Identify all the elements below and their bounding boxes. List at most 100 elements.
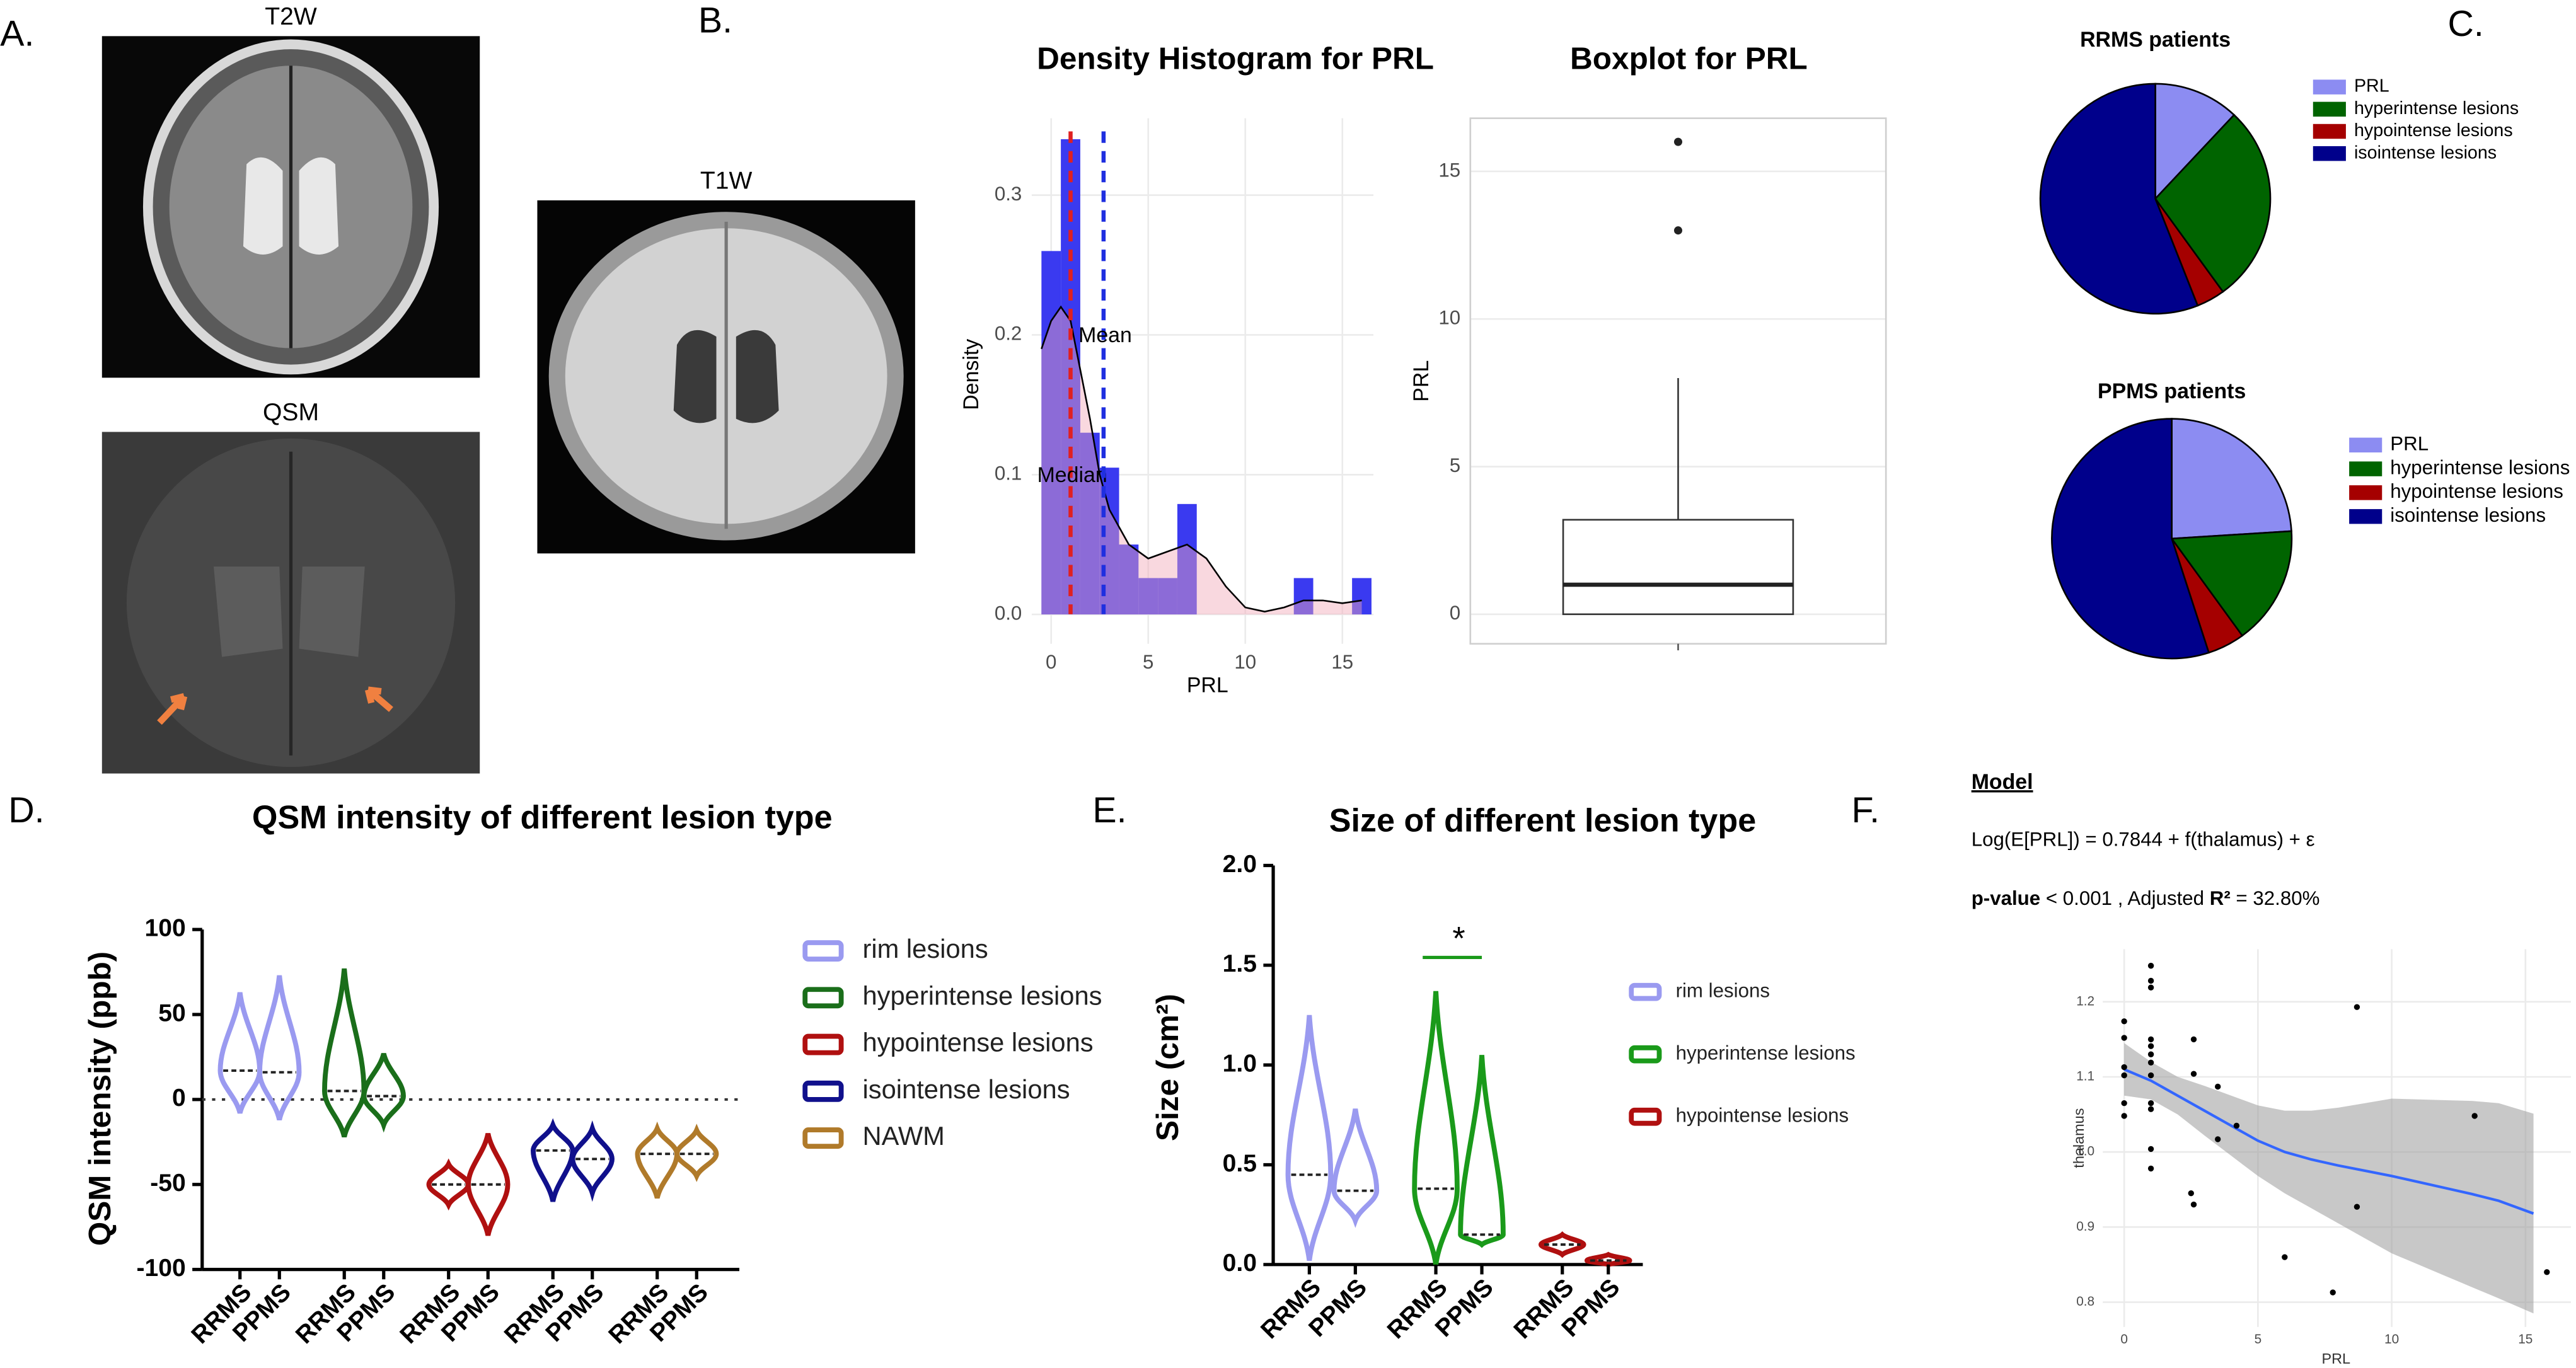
legend-label: isointense lesions <box>2354 142 2497 163</box>
legend-label: hypointense lesions <box>2354 120 2513 141</box>
y-tick-label: -50 <box>150 1170 185 1197</box>
y-tick-label: 0 <box>172 1084 186 1112</box>
point <box>2121 1113 2127 1119</box>
y-tick-label: 0.2 <box>995 323 1022 345</box>
y-tick-label: 1.0 <box>1223 1050 1257 1077</box>
y-axis-label: thalamus <box>2071 1108 2087 1168</box>
density-line <box>1041 305 1362 612</box>
bar <box>1119 544 1139 615</box>
point <box>2330 1289 2336 1296</box>
point <box>2121 1100 2127 1106</box>
legend-swatch <box>2313 124 2346 139</box>
legend-swatch <box>802 1080 844 1102</box>
point <box>2147 984 2154 991</box>
violin <box>361 1052 406 1133</box>
point <box>2147 1146 2154 1152</box>
x-tick-label: 0 <box>2120 1332 2128 1347</box>
legend-swatch <box>2349 461 2383 476</box>
pie-slice <box>2154 113 2272 293</box>
panel-label: A. <box>0 13 34 54</box>
image-label: T2W <box>265 3 317 30</box>
legend-label: hyperintense lesions <box>1676 1042 1856 1064</box>
annotation: * <box>1452 921 1465 957</box>
x-tick-label: 5 <box>1143 651 1153 673</box>
y-axis-label: Size (cm²) <box>1150 994 1185 1141</box>
point <box>2121 1035 2127 1041</box>
panel-label: B. <box>698 1 732 41</box>
point <box>2147 1051 2154 1057</box>
bar <box>1158 578 1177 615</box>
legend-swatch <box>1629 1107 1662 1126</box>
legend-swatch <box>2313 101 2346 117</box>
point <box>2188 1190 2194 1197</box>
chart-title: PPMS patients <box>2098 379 2246 403</box>
violin <box>217 992 262 1114</box>
bar <box>1352 578 1372 615</box>
pie-slice <box>2051 418 2210 660</box>
y-tick-label: 0.5 <box>1223 1150 1257 1177</box>
y-tick-label: -100 <box>136 1255 185 1282</box>
legend-label: PRL <box>2354 76 2389 96</box>
bar <box>1138 578 1158 615</box>
chart-title: QSM intensity of different lesion type <box>252 799 833 836</box>
pie-slice <box>2171 418 2292 540</box>
x-tick-label: 15 <box>1331 651 1353 673</box>
legend-label: hyperintense lesions <box>2354 98 2519 118</box>
point <box>2147 1072 2154 1079</box>
legend-label: hypointense lesions <box>1676 1105 1849 1127</box>
panel-label: C. <box>2448 4 2484 44</box>
point <box>2121 1064 2127 1071</box>
pie-slice <box>2170 530 2293 637</box>
violin <box>257 975 302 1121</box>
legend-swatch <box>2349 509 2383 524</box>
legend-label: NAWM <box>862 1121 944 1151</box>
y-tick-label: 0.0 <box>995 602 1022 624</box>
legend-label: rim lesions <box>1676 979 1770 1001</box>
legend-label: rim lesions <box>862 934 988 963</box>
violin <box>1285 1015 1334 1261</box>
y-axis-label: PRL <box>1409 360 1433 402</box>
legend-swatch <box>2313 79 2346 95</box>
violin <box>1458 1055 1506 1248</box>
violin <box>674 1124 719 1182</box>
legend-swatch <box>802 940 844 962</box>
chart-title: Size of different lesion type <box>1329 802 1757 839</box>
confidence-band <box>2124 1043 2534 1314</box>
legend-swatch <box>2313 146 2346 161</box>
model-stats-part: < 0.001 , Adjusted <box>2040 887 2210 909</box>
violin <box>1412 991 1460 1265</box>
point <box>2147 962 2154 969</box>
point <box>2471 1113 2478 1119</box>
x-tick-label: 15 <box>2518 1332 2533 1347</box>
model-heading: Model <box>1972 770 2033 794</box>
y-tick-label: 0.3 <box>995 183 1022 205</box>
y-tick-label: 0 <box>1450 602 1460 624</box>
violin <box>1331 1108 1380 1228</box>
legend-label: isointense lesions <box>862 1074 1070 1104</box>
point <box>2121 1072 2127 1079</box>
outlier <box>1673 226 1682 235</box>
fit-line <box>2123 1068 2534 1215</box>
violin <box>635 1121 679 1199</box>
violin <box>531 1118 575 1202</box>
point <box>2282 1254 2288 1260</box>
point <box>2147 1165 2154 1172</box>
point <box>2147 1106 2154 1112</box>
y-tick-label: 5 <box>1450 454 1460 476</box>
x-tick-label: 5 <box>2255 1332 2262 1347</box>
legend-label: isointense lesions <box>2390 504 2546 526</box>
bar <box>1080 432 1100 615</box>
violin <box>466 1132 511 1236</box>
bar <box>1293 578 1314 615</box>
y-tick-label: 0.9 <box>2076 1219 2094 1234</box>
mean-label: Mean <box>1078 323 1132 347</box>
pie-slice <box>2154 83 2236 201</box>
legend-label: PRL <box>2390 433 2429 455</box>
bar <box>1177 503 1197 615</box>
point <box>2354 1004 2360 1010</box>
legend-label: hypointense lesions <box>2390 480 2563 502</box>
y-tick-label: 10 <box>1438 307 1460 329</box>
legend-label: hyperintense lesions <box>862 980 1102 1010</box>
t2w-image <box>101 36 480 378</box>
